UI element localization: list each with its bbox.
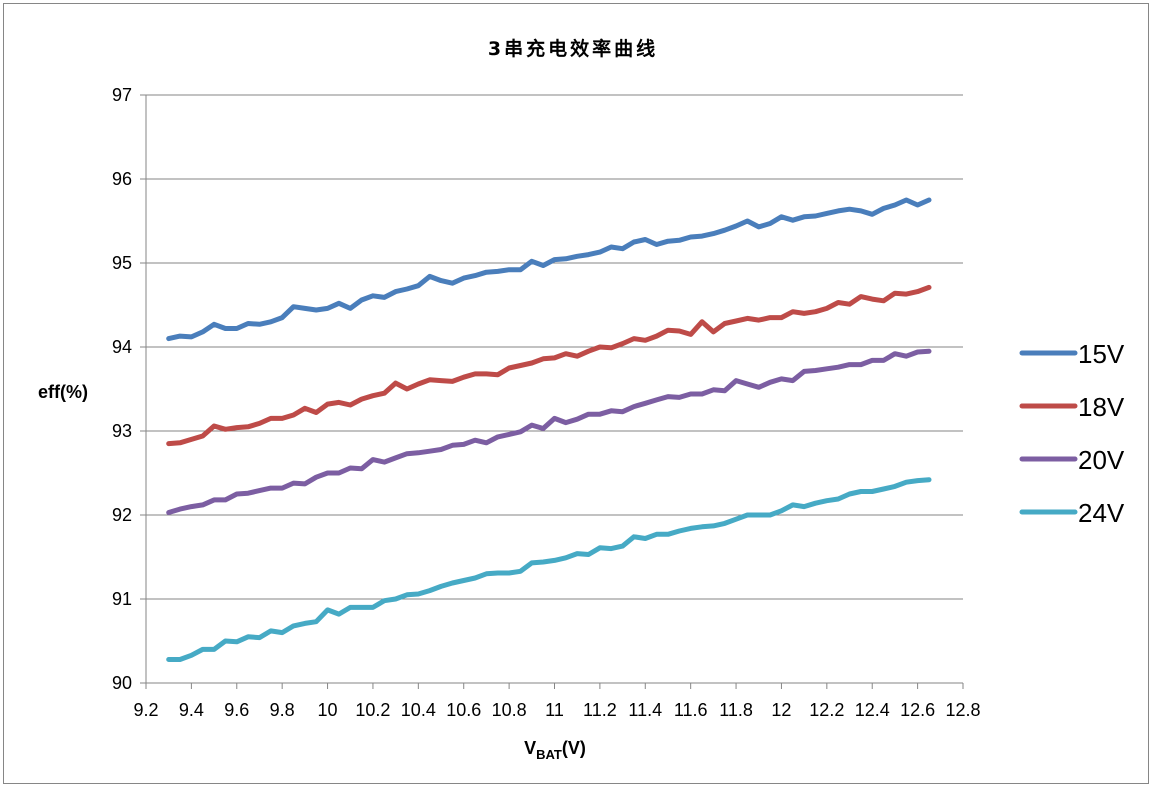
x-tick-label: 12.2 xyxy=(809,700,844,720)
chart-title: 3串充电效率曲线 xyxy=(488,37,658,60)
legend-label-15V: 15V xyxy=(1078,339,1125,369)
series-lines xyxy=(166,197,932,662)
series-line-24V xyxy=(166,477,932,662)
x-tick-label: 11.2 xyxy=(583,700,617,720)
x-axis-label-tail: (V) xyxy=(562,738,586,758)
x-tick-label: 9.6 xyxy=(224,700,249,720)
y-tick-label: 97 xyxy=(112,85,132,105)
x-tick-label: 9.2 xyxy=(133,700,158,720)
x-tick-label: 11.4 xyxy=(628,700,662,720)
y-tick-label: 95 xyxy=(112,253,132,273)
y-tick-label: 90 xyxy=(112,673,132,693)
series-line-18V xyxy=(166,284,932,447)
legend-label-24V: 24V xyxy=(1078,498,1125,528)
x-tick-label: 10 xyxy=(318,700,338,720)
x-tick-label: 10.4 xyxy=(401,700,436,720)
x-axis-label-main: V xyxy=(524,738,536,758)
legend-label-20V: 20V xyxy=(1078,445,1125,475)
x-tick-label: 10.2 xyxy=(355,700,390,720)
x-tick-label: 10.8 xyxy=(492,700,527,720)
x-tick-label: 12.4 xyxy=(855,700,890,720)
legend-label-18V: 18V xyxy=(1078,392,1125,422)
y-tick-label: 96 xyxy=(112,169,132,189)
x-tick-label: 10.6 xyxy=(446,700,481,720)
x-tick-label: 9.4 xyxy=(179,700,204,720)
y-tick-label: 93 xyxy=(112,421,132,441)
x-tick-label: 11 xyxy=(545,700,564,720)
x-tick-label: 12.6 xyxy=(900,700,935,720)
series-line-15V xyxy=(166,197,932,342)
gridlines xyxy=(146,94,963,684)
y-axis-label: eff(%) xyxy=(38,382,88,402)
axes xyxy=(145,95,963,684)
x-tick-label: 11.8 xyxy=(719,700,753,720)
x-tick-label: 9.8 xyxy=(270,700,295,720)
y-axis-ticks: 90 91 92 93 94 95 96 97 xyxy=(112,85,146,693)
x-tick-label: 11.6 xyxy=(674,700,708,720)
y-tick-label: 91 xyxy=(112,589,132,609)
x-axis-ticks: 9.2 9.4 9.6 9.8 10 10.2 10.4 10.6 10.8 11 11.2 11.4… xyxy=(133,683,981,720)
legend: 15V 18V 20V 24V xyxy=(1019,339,1125,528)
y-tick-label: 92 xyxy=(112,505,132,525)
x-tick-label: 12 xyxy=(771,700,791,720)
x-axis-label-sub: BAT xyxy=(536,747,562,762)
x-axis-label: VBAT(V) xyxy=(524,738,586,762)
y-tick-label: 94 xyxy=(112,337,132,357)
x-tick-label: 12.8 xyxy=(945,700,980,720)
series-line-20V xyxy=(166,348,932,515)
